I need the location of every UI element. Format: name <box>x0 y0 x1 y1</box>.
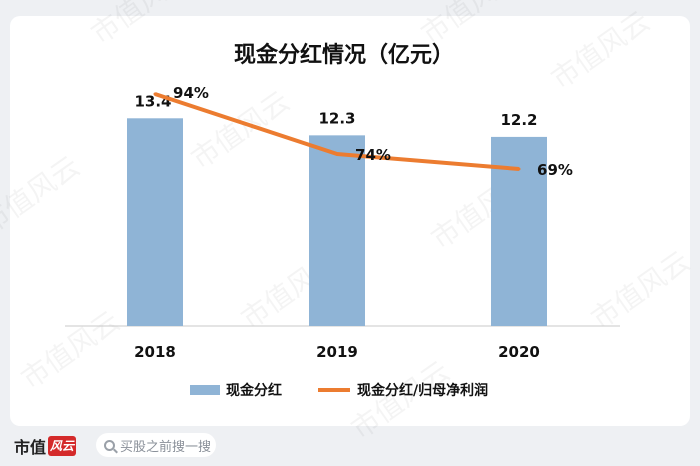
legend: 现金分红 现金分红/归母净利润 <box>190 382 488 399</box>
line-value-label: 69% <box>537 161 573 179</box>
chart-title: 现金分红情况（亿元） <box>234 42 454 68</box>
x-tick-labels: 2018 2019 2020 <box>134 343 540 361</box>
brand-logo-icon: 风云 <box>48 436 77 456</box>
line-series <box>153 92 521 171</box>
line-value-label: 74% <box>355 146 391 164</box>
bar-value-label: 13.4 <box>134 92 171 110</box>
brand-text: 市值 <box>14 438 47 457</box>
line-point-2019 <box>335 152 339 156</box>
line-value-labels: 94% 74% 69% <box>173 84 573 179</box>
x-tick-label: 2019 <box>316 343 358 361</box>
search-box[interactable]: 买股之前搜一搜 <box>96 433 216 457</box>
bar-2018 <box>127 118 183 326</box>
x-tick-label: 2018 <box>134 343 176 361</box>
watermark-text: 市值风云 <box>85 0 196 51</box>
legend-line-label: 现金分红/归母净利润 <box>357 382 488 399</box>
footer-bar: 市值 风云 买股之前搜一搜 <box>0 426 700 466</box>
search-icon <box>104 439 115 451</box>
legend-bar-swatch <box>190 385 220 395</box>
search-placeholder: 买股之前搜一搜 <box>120 439 212 455</box>
watermark-text: 市值风云 <box>15 304 126 395</box>
watermark-text: 市值风云 <box>585 244 696 335</box>
legend-bar-label: 现金分红 <box>226 382 282 399</box>
line-value-label: 94% <box>173 84 209 102</box>
line-point-2018 <box>153 92 157 96</box>
watermark-text: 市值风云 <box>0 149 86 240</box>
brand[interactable]: 市值 风云 <box>14 434 77 458</box>
bar-value-label: 12.3 <box>318 109 355 127</box>
line-point-2020 <box>517 167 521 171</box>
x-tick-label: 2020 <box>498 343 540 361</box>
bar-value-labels: 13.4 12.3 12.2 <box>134 92 537 129</box>
bar-2019 <box>309 135 365 326</box>
watermark-text: 市值风云 <box>545 4 656 95</box>
bar-value-label: 12.2 <box>500 111 537 129</box>
